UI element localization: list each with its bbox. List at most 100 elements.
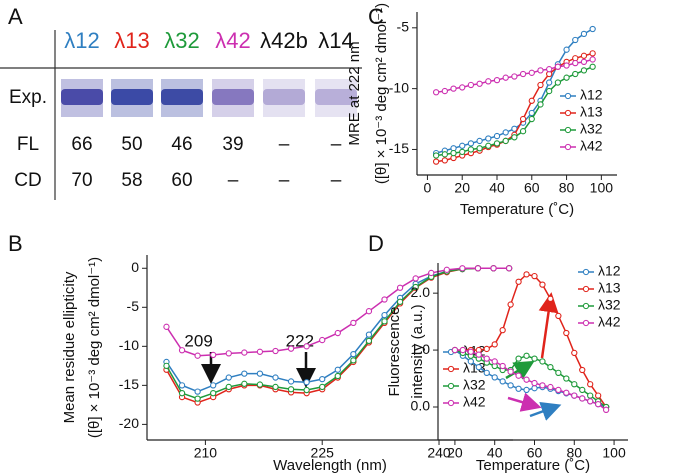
data-point (493, 132, 501, 140)
table-cell: 60 (171, 170, 192, 191)
data-point (441, 151, 448, 158)
y-tick-label: 2.0 (411, 284, 431, 300)
table-cell: 46 (171, 134, 192, 155)
data-point (432, 158, 440, 165)
data-point (256, 348, 264, 355)
data-point (493, 76, 501, 84)
y-axis-label: ([θ] × 10⁻³ deg cm² dmol⁻¹) (373, 3, 390, 184)
data-point (528, 97, 535, 104)
data-point (485, 135, 492, 142)
data-point (587, 381, 594, 388)
data-point (210, 390, 217, 397)
data-point (225, 350, 232, 357)
legend-marker (447, 365, 455, 373)
data-point (450, 149, 457, 157)
legend-marker (582, 319, 590, 327)
x-axis-label: Wavelength (nm) (273, 457, 387, 474)
data-point (483, 345, 490, 353)
data-point (507, 368, 514, 375)
gel-band (212, 89, 254, 105)
data-point (595, 400, 602, 408)
data-point (515, 385, 522, 392)
data-point (441, 157, 448, 164)
data-point (350, 350, 357, 358)
x-tick-label: 100 (602, 445, 626, 461)
data-point (528, 109, 535, 117)
data-point (563, 74, 570, 81)
data-point (319, 375, 326, 383)
data-point (467, 81, 475, 89)
data-point (555, 386, 562, 394)
data-point (303, 379, 310, 386)
legend-label: λ42 (580, 138, 603, 154)
data-point (572, 59, 579, 67)
data-point (412, 283, 419, 291)
data-point (381, 318, 388, 325)
legend-marker (582, 268, 590, 276)
data-point (476, 145, 483, 152)
row-header: CD (14, 170, 41, 191)
data-point (287, 378, 295, 385)
data-point (547, 295, 554, 303)
data-point (210, 351, 217, 359)
data-point (475, 364, 482, 371)
x-tick-label: 210 (194, 445, 218, 461)
x-tick-label: 240 (427, 445, 451, 461)
data-point (334, 372, 341, 380)
data-point (241, 370, 248, 377)
data-point (485, 142, 492, 149)
annotation: 209 (184, 331, 212, 350)
legend-marker (564, 109, 572, 117)
data-point (272, 347, 279, 355)
data-point (483, 355, 490, 362)
x-tick-label: 20 (447, 445, 463, 461)
legend-marker (564, 126, 572, 134)
data-point (546, 87, 553, 95)
data-point (531, 272, 538, 280)
data-point (432, 89, 440, 96)
x-tick-label: 40 (489, 180, 505, 196)
data-point (587, 392, 594, 399)
data-point (303, 343, 310, 350)
data-point (451, 346, 459, 354)
y-tick-label: 0 (131, 259, 139, 275)
data-point (602, 406, 610, 413)
column-header: λ13 (114, 28, 149, 53)
data-point (554, 63, 562, 70)
data-point (563, 389, 570, 396)
data-point (519, 128, 527, 135)
data-point (563, 329, 570, 337)
y-axis-label: ([θ] × 10⁻³ deg cm² dmol⁻¹) (86, 257, 103, 438)
arrow (507, 392, 542, 412)
data-point (491, 358, 498, 365)
legend-label: λ12 (580, 87, 603, 103)
y-axis-label: Fluorescence (386, 306, 403, 396)
data-point (459, 142, 466, 149)
data-point (443, 266, 450, 273)
legend-label: λ32 (580, 121, 603, 137)
data-point (225, 374, 232, 381)
data-point (350, 357, 357, 364)
data-point (475, 351, 482, 358)
data-point (241, 349, 248, 356)
data-point (554, 79, 562, 86)
data-point (350, 319, 357, 327)
data-point (381, 296, 388, 303)
data-point (579, 395, 586, 402)
y-tick-label: -15 (119, 376, 139, 392)
data-point (256, 381, 264, 388)
table-cell: – (228, 170, 239, 191)
data-point (589, 25, 596, 33)
data-point (523, 352, 530, 359)
data-point (563, 46, 570, 53)
data-point (531, 355, 538, 362)
x-tick-label: 60 (527, 445, 543, 461)
data-point (459, 148, 466, 156)
panel-label: D (368, 231, 384, 256)
data-point (467, 140, 475, 147)
gel-band (61, 89, 103, 105)
data-point (459, 84, 466, 91)
legend-label: λ32 (598, 297, 621, 313)
data-point (287, 386, 295, 393)
